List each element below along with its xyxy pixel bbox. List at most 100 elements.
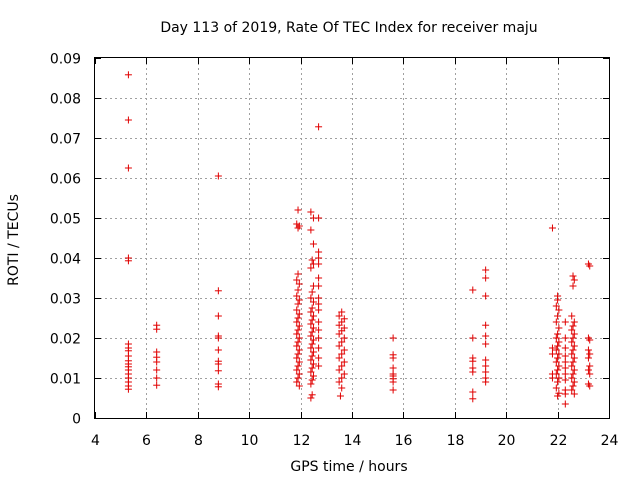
- data-point: [482, 362, 490, 370]
- data-point: [569, 334, 577, 342]
- data-point: [307, 332, 315, 340]
- data-point: [315, 282, 323, 290]
- data-point: [340, 358, 348, 366]
- data-point: [293, 276, 301, 284]
- data-point: [570, 342, 578, 350]
- x-tick-label: 20: [498, 433, 516, 449]
- data-point: [294, 206, 302, 214]
- data-point: [293, 292, 301, 300]
- data-point: [295, 382, 303, 390]
- y-tick-label: 0.08: [50, 92, 81, 108]
- data-point: [469, 395, 477, 403]
- data-point: [124, 257, 132, 265]
- data-point: [315, 254, 323, 262]
- data-point: [214, 334, 222, 342]
- data-point: [569, 346, 577, 354]
- data-point: [568, 350, 576, 358]
- data-point: [586, 362, 594, 370]
- data-point: [561, 358, 569, 366]
- chart-title: Day 113 of 2019, Rate Of TEC Index for r…: [160, 20, 537, 36]
- data-point: [584, 354, 592, 362]
- data-point: [153, 358, 161, 366]
- data-point: [335, 366, 343, 374]
- data-point: [307, 320, 315, 328]
- data-point: [569, 382, 577, 390]
- data-point: [548, 350, 556, 358]
- data-point: [584, 346, 592, 354]
- data-point: [482, 356, 490, 364]
- data-point: [293, 330, 301, 338]
- data-point: [308, 352, 316, 360]
- data-point: [309, 348, 317, 356]
- data-point: [482, 266, 490, 274]
- data-point: [586, 350, 594, 358]
- data-point: [568, 326, 576, 334]
- data-point: [552, 302, 560, 310]
- data-point: [555, 324, 563, 332]
- data-point: [586, 262, 594, 270]
- data-point: [561, 390, 569, 398]
- data-point: [315, 344, 323, 352]
- data-point: [569, 370, 577, 378]
- data-point: [309, 312, 317, 320]
- data-point: [561, 364, 569, 372]
- data-point: [315, 306, 323, 314]
- y-tick-label: 0.01: [50, 372, 81, 388]
- data-point: [335, 321, 343, 329]
- data-point: [548, 224, 556, 232]
- data-point: [338, 338, 346, 346]
- data-point: [214, 287, 222, 295]
- data-point: [308, 256, 316, 264]
- data-point: [308, 328, 316, 336]
- y-tick-label: 0.07: [50, 132, 81, 148]
- data-point: [309, 298, 317, 306]
- data-point: [552, 358, 560, 366]
- data-point: [124, 116, 132, 124]
- data-point: [124, 164, 132, 172]
- data-point: [552, 318, 560, 326]
- data-point: [340, 346, 348, 354]
- data-point: [568, 374, 576, 382]
- data-point: [469, 368, 477, 376]
- data-point: [338, 350, 346, 358]
- y-axis-label: ROTI / TECUs: [6, 194, 22, 286]
- data-point: [295, 310, 303, 318]
- data-point: [308, 316, 316, 324]
- data-point: [307, 226, 315, 234]
- data-point: [124, 385, 132, 393]
- data-point: [555, 350, 563, 358]
- data-point: [315, 326, 323, 334]
- data-point: [338, 384, 346, 392]
- x-tick-label: 4: [91, 433, 100, 449]
- data-point: [214, 346, 222, 354]
- data-point: [295, 322, 303, 330]
- data-point: [561, 344, 569, 352]
- data-point: [295, 280, 303, 288]
- data-point: [315, 354, 323, 362]
- data-point: [294, 338, 302, 346]
- data-point: [309, 360, 317, 368]
- data-point: [389, 334, 397, 342]
- data-point: [469, 334, 477, 342]
- x-tick-labels: 4 6 8 10 12 14 16 18 20 22 24: [91, 433, 618, 449]
- data-point: [482, 332, 490, 340]
- data-point: [561, 376, 569, 384]
- data-point: [153, 366, 161, 374]
- data-point: [315, 274, 323, 282]
- data-point: [315, 318, 323, 326]
- data-point: [335, 312, 343, 320]
- data-point: [561, 318, 569, 326]
- data-point: [295, 346, 303, 354]
- data-point: [295, 296, 303, 304]
- data-point: [315, 294, 323, 302]
- data-point: [307, 344, 315, 352]
- x-tick-label: 10: [241, 433, 259, 449]
- data-point: [340, 334, 348, 342]
- data-point: [482, 340, 490, 348]
- data-point: [335, 342, 343, 350]
- data-point: [294, 314, 302, 322]
- data-point: [482, 378, 490, 386]
- data-point: [569, 322, 577, 330]
- data-point: [307, 394, 315, 402]
